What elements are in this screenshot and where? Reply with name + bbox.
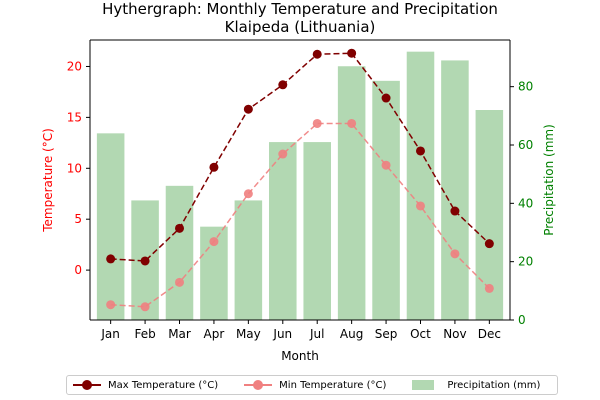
min-temperature-point-sep xyxy=(381,160,391,170)
min-temperature-line xyxy=(110,122,490,308)
precipitation-bar-sep xyxy=(372,80,400,320)
max-temperature-point-dec xyxy=(484,239,494,249)
max-temperature-point-sep xyxy=(381,93,391,103)
max-temperature-point-jan xyxy=(106,254,116,264)
x-tick-label-jun: Jun xyxy=(272,327,292,341)
min-temperature-point-aug xyxy=(347,118,357,128)
max-temperature-point-nov xyxy=(450,206,460,216)
legend-item-max: Max Temperature (°C) xyxy=(73,379,218,391)
legend-label-precip: Precipitation (mm) xyxy=(447,379,541,391)
left-tick-label-15: 15 xyxy=(67,110,82,124)
x-tick-label-feb: Feb xyxy=(134,327,155,341)
right-tick-label-0: 0 xyxy=(518,313,526,327)
max-temperature-point-oct xyxy=(415,146,425,156)
precipitation-bar-jan xyxy=(96,133,125,320)
x-tick-label-mar: Mar xyxy=(168,327,191,341)
left-tick-label-20: 20 xyxy=(67,59,82,73)
legend-swatch-precip xyxy=(412,379,440,391)
min-temperature-point-nov xyxy=(450,249,460,259)
min-temperature-point-mar xyxy=(175,277,185,287)
max-temperature-point-may xyxy=(243,104,253,114)
max-temperature-line xyxy=(110,52,490,262)
max-temperature-point-aug xyxy=(347,48,357,58)
x-tick-label-sep: Sep xyxy=(375,327,398,341)
right-tick-label-20: 20 xyxy=(518,255,533,269)
axes: Jan Feb Mar Apr May Jun Jul Aug Sep Oct Nov Dec 0 5 10… xyxy=(67,39,533,341)
x-tick-label-aug: Aug xyxy=(340,327,363,341)
legend-item-min: Min Temperature (°C) xyxy=(244,379,386,391)
left-tick-label-0: 0 xyxy=(74,263,82,277)
precipitation-bars xyxy=(96,51,504,321)
min-temperature-point-feb xyxy=(140,302,150,312)
x-tick-label-may: May xyxy=(236,327,261,341)
right-tick-label-80: 80 xyxy=(518,80,533,94)
x-tick-label-oct: Oct xyxy=(410,327,431,341)
precipitation-bar-may xyxy=(234,200,263,320)
min-temperature-point-may xyxy=(243,189,253,199)
left-tick-label-5: 5 xyxy=(74,212,82,226)
x-tick-label-jan: Jan xyxy=(100,327,120,341)
x-tick-label-nov: Nov xyxy=(443,327,466,341)
legend: Max Temperature (°C) Min Temperature (°C… xyxy=(66,375,558,395)
right-tick-label-40: 40 xyxy=(518,196,533,210)
min-temperature-point-jan xyxy=(106,300,116,310)
precipitation-bar-jul xyxy=(303,142,331,320)
x-tick-label-dec: Dec xyxy=(478,327,501,341)
max-temperature-point-jun xyxy=(278,80,288,90)
min-temperature-point-apr xyxy=(209,237,219,247)
x-tick-label-jul: Jul xyxy=(309,327,324,341)
precipitation-bar-aug xyxy=(337,66,366,320)
chart-title: Hythergraph: Monthly Temperature and Pre… xyxy=(102,0,498,18)
legend-swatch-min xyxy=(244,379,273,391)
x-axis-label: Month xyxy=(281,349,319,363)
left-axis-label: Temperature (°C) xyxy=(41,128,55,233)
precipitation-bar-oct xyxy=(406,51,435,321)
min-temperature-point-oct xyxy=(415,201,425,211)
right-axis-label: Precipitation (mm) xyxy=(542,124,556,236)
precipitation-bar-nov xyxy=(441,60,469,321)
precipitation-bar-jun xyxy=(269,142,297,320)
max-temperature-point-jul xyxy=(312,49,322,59)
temperature-lines xyxy=(106,48,494,312)
max-temperature-point-feb xyxy=(140,256,150,266)
legend-item-precip: Precipitation (mm) xyxy=(412,379,540,391)
legend-swatch-max xyxy=(73,379,101,391)
chart-subtitle: Klaipeda (Lithuania) xyxy=(224,18,376,36)
precipitation-bar-mar xyxy=(165,185,194,320)
min-temperature-point-jun xyxy=(278,149,288,159)
x-tick-label-apr: Apr xyxy=(204,327,225,341)
right-tick-label-60: 60 xyxy=(518,138,533,152)
min-temperature-point-jul xyxy=(312,118,322,128)
left-tick-label-10: 10 xyxy=(67,161,82,175)
legend-label-max: Max Temperature (°C) xyxy=(108,379,219,391)
max-temperature-point-mar xyxy=(175,223,185,233)
legend-label-min: Min Temperature (°C) xyxy=(279,379,387,391)
min-temperature-point-dec xyxy=(484,283,494,293)
max-temperature-point-apr xyxy=(209,162,219,172)
